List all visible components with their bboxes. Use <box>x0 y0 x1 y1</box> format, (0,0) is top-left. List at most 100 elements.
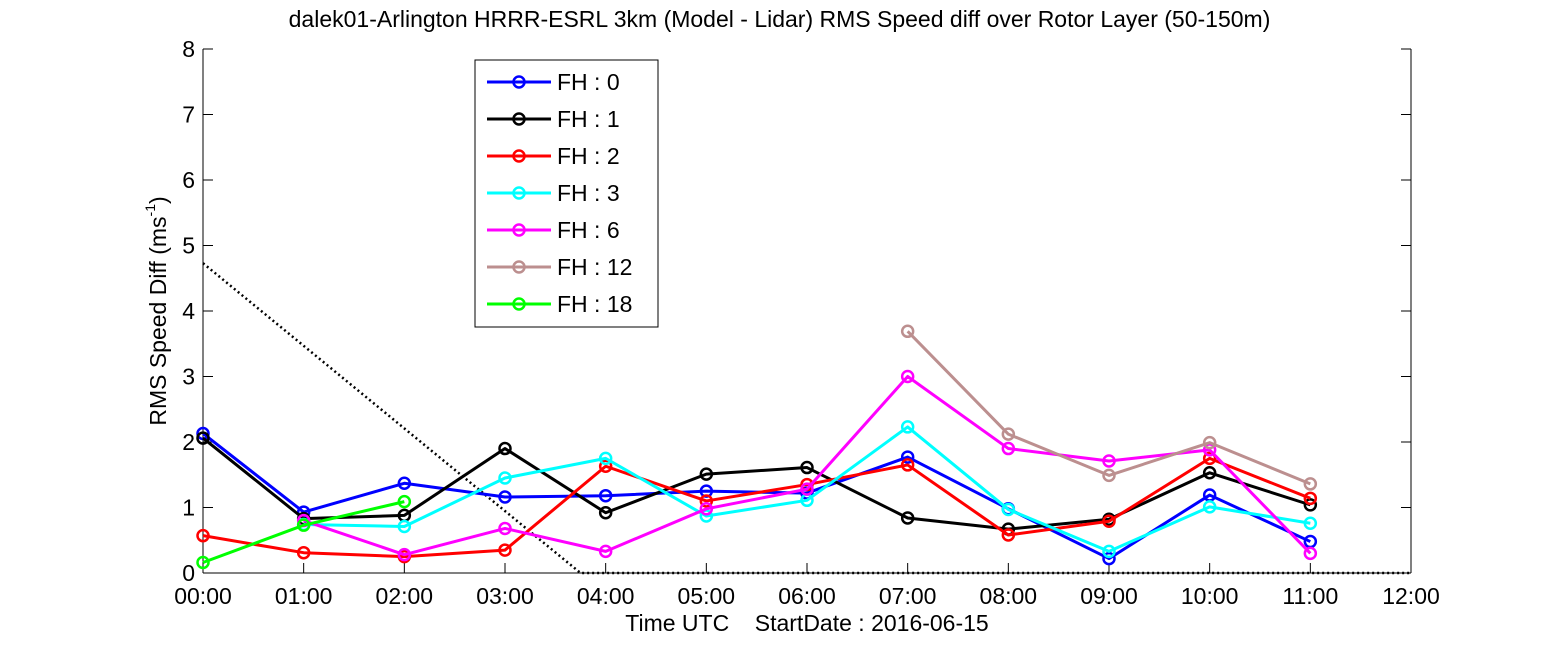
y-tick-label: 6 <box>182 167 195 193</box>
data-point <box>1303 491 1318 506</box>
x-tick-label: 08:00 <box>980 583 1038 609</box>
legend-swatch-marker <box>512 186 526 200</box>
y-tick-label: 3 <box>182 364 195 390</box>
data-point <box>900 450 915 464</box>
data-point <box>397 547 412 562</box>
data-point <box>1001 502 1016 517</box>
chart-title: dalek01-Arlington HRRR-ESRL 3km (Model -… <box>288 6 1271 32</box>
legend-swatch-marker <box>512 149 526 163</box>
x-tick-label: 09:00 <box>1080 583 1138 609</box>
data-point <box>1102 468 1116 483</box>
y-tick-label: 7 <box>182 102 195 128</box>
series-line <box>202 436 1311 531</box>
data-point <box>397 476 412 491</box>
legend-swatch-marker <box>512 75 526 89</box>
data-point <box>397 519 412 534</box>
data-point <box>1001 441 1016 456</box>
series-fh-6 <box>296 369 1318 562</box>
data-point <box>498 490 512 504</box>
legend-entry: FH : 2 <box>487 143 620 169</box>
data-point <box>1102 454 1116 468</box>
legend-entry: FH : 1 <box>487 106 620 132</box>
y-tick-label: 1 <box>182 495 195 521</box>
data-point <box>598 505 613 520</box>
data-point <box>1102 544 1116 559</box>
y-axis-label: RMS Speed Diff (ms-1) <box>142 196 172 426</box>
y-tick-label: 2 <box>182 429 195 455</box>
y-tick-label: 0 <box>182 560 195 586</box>
x-tick-label: 01:00 <box>275 583 333 609</box>
series-line <box>303 425 1311 553</box>
data-point <box>498 521 512 536</box>
series-fh-2 <box>196 451 1318 564</box>
series-line <box>202 500 405 564</box>
data-point <box>1303 477 1318 491</box>
series-fh-18 <box>196 494 412 570</box>
data-point <box>598 488 613 503</box>
legend-label: FH : 2 <box>557 143 620 169</box>
series-line <box>303 375 1312 557</box>
data-point <box>1303 516 1318 530</box>
legend-label: FH : 6 <box>557 217 620 243</box>
data-point <box>900 511 915 525</box>
legend: FH : 0 FH : 1 FH : 2 FH : 3 FH : 6 FH : 12 FH … <box>474 59 659 328</box>
x-tick-label: 02:00 <box>376 583 434 609</box>
x-tick-label: 04:00 <box>577 583 635 609</box>
data-point <box>800 460 814 475</box>
data-point <box>498 441 512 456</box>
legend-entry: FH : 3 <box>487 180 620 206</box>
data-point <box>1202 466 1217 480</box>
y-tick-label: 5 <box>182 233 195 259</box>
x-tick-label: 12:00 <box>1382 583 1440 609</box>
series-line <box>202 456 1311 559</box>
series-fh-1 <box>196 431 1318 536</box>
y-tick-label: 8 <box>182 36 195 62</box>
data-point <box>1102 514 1116 529</box>
data-point <box>196 555 210 570</box>
data-point <box>1202 443 1217 457</box>
legend-swatch-marker <box>512 223 526 237</box>
legend-label: FH : 18 <box>557 291 632 317</box>
legend-label: FH : 3 <box>557 180 620 206</box>
series-fh-12 <box>900 324 1318 491</box>
y-tick-label: 4 <box>182 298 195 324</box>
x-tick-label: 07:00 <box>879 583 937 609</box>
legend-label: FH : 1 <box>557 106 620 132</box>
series-line <box>202 432 1311 561</box>
legend-label: FH : 0 <box>557 69 620 95</box>
data-point <box>800 482 814 496</box>
data-point <box>397 494 412 509</box>
data-point <box>1102 551 1116 566</box>
legend-entry: FH : 12 <box>487 254 632 280</box>
data-point <box>598 451 613 466</box>
data-point <box>1303 498 1318 512</box>
y-axis-label-text: RMS Speed Diff (ms <box>144 216 171 426</box>
data-point <box>900 420 915 434</box>
legend-entry: FH : 6 <box>487 217 620 243</box>
data-point <box>598 544 613 559</box>
x-tick-label: 11:00 <box>1282 583 1338 609</box>
y-axis-label-superscript: -1 <box>142 204 159 217</box>
data-point <box>196 528 210 543</box>
legend-swatch-marker <box>512 260 526 274</box>
data-point <box>1001 528 1016 542</box>
legend-label: FH : 12 <box>557 254 632 280</box>
data-point <box>498 471 512 485</box>
data-point <box>699 502 714 516</box>
data-point <box>1001 427 1016 441</box>
legend-entry: FH : 18 <box>487 291 632 317</box>
data-point <box>1303 546 1318 561</box>
data-point <box>699 509 714 523</box>
x-tick-label: 05:00 <box>678 583 736 609</box>
legend-swatch-marker <box>512 297 526 311</box>
data-point <box>296 518 311 532</box>
data-point <box>1202 451 1217 466</box>
data-point <box>498 543 512 557</box>
data-point <box>598 459 613 473</box>
data-point <box>1202 435 1217 450</box>
series-layer <box>196 324 1318 570</box>
data-point <box>699 494 714 508</box>
data-point <box>1202 500 1217 514</box>
